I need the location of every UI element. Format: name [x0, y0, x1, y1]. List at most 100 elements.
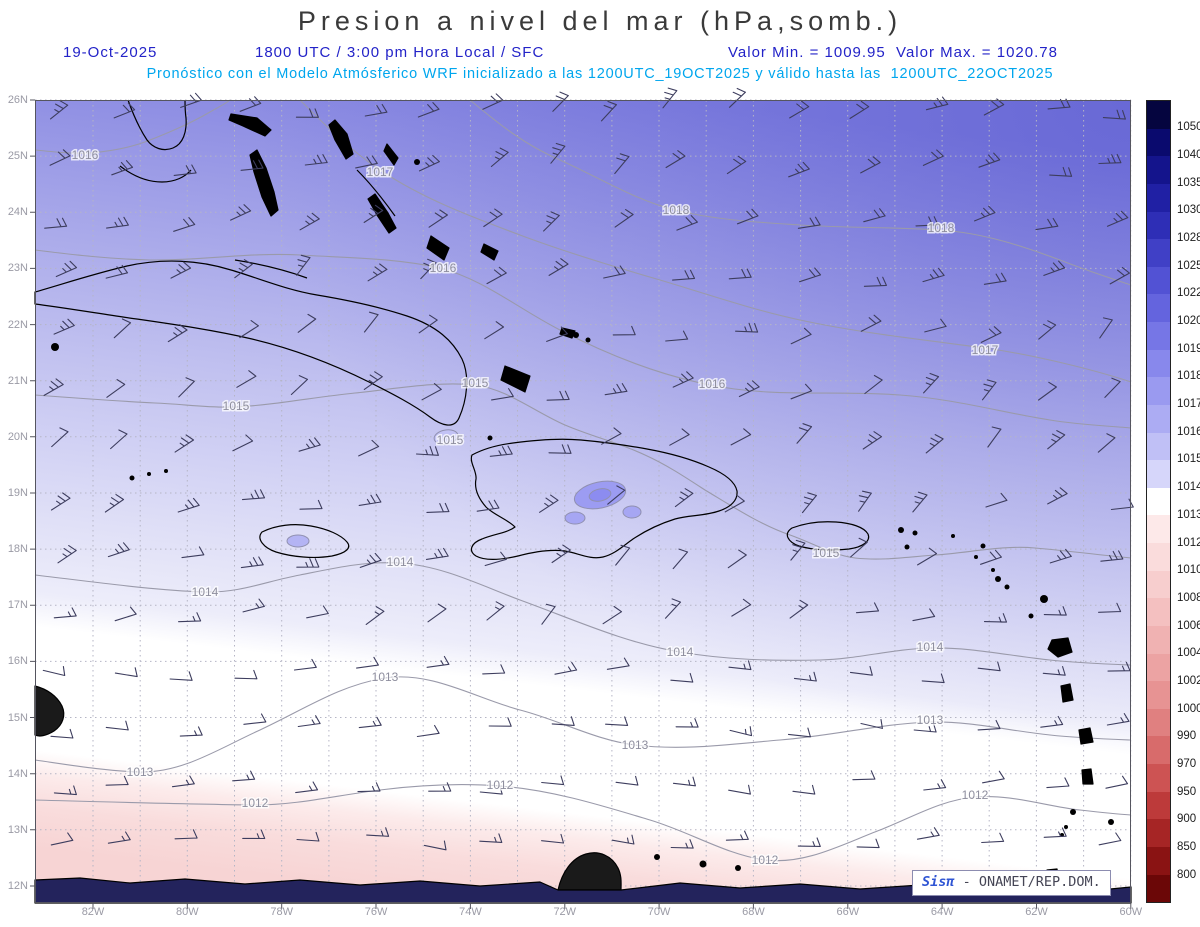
colorbar-swatch [1147, 625, 1170, 654]
colorbar-label: 1016 [1177, 425, 1200, 438]
colorbar-label: 850 [1177, 841, 1197, 854]
isobar-label: 1013 [127, 765, 154, 779]
colorbar-label: 970 [1177, 758, 1197, 771]
pressure-cell [433, 429, 459, 445]
colorbar-swatch [1147, 819, 1170, 847]
pressure-cell [286, 534, 310, 548]
lat-tick-label: 17N [7, 599, 28, 612]
colorbar-label: 1006 [1177, 619, 1200, 632]
island [1108, 819, 1114, 825]
isobar-label: 1018 [928, 221, 955, 235]
axis-ticks [30, 99, 1132, 909]
isobar-label: 1016 [430, 261, 457, 275]
island [1070, 809, 1076, 815]
colorbar-label: 1019 [1177, 342, 1200, 355]
wind-barbs [42, 87, 1134, 851]
island [735, 865, 741, 871]
colorbar-label: 1012 [1177, 536, 1200, 549]
colorbar-label: 1040 [1177, 148, 1200, 161]
lon-tick-label: 68W [742, 906, 765, 918]
lat-tick-label: 16N [7, 655, 28, 668]
colorbar-swatch [1147, 183, 1170, 212]
lat-tick-label: 14N [7, 767, 28, 780]
time-label: 1800 UTC / 3:00 pm Hora Local / SFC [255, 44, 545, 61]
colorbar-label: 1018 [1177, 370, 1200, 383]
coastline-grand-bahama [228, 113, 272, 137]
isobar-label: 1013 [622, 738, 649, 752]
colorbar-swatch [1147, 681, 1170, 709]
colorbar-swatch [1147, 266, 1170, 295]
isobar-label: 1015 [813, 546, 840, 560]
map-frame [35, 100, 1131, 903]
lat-tick-label: 22N [7, 318, 28, 331]
colorbar-swatch [1147, 598, 1170, 626]
isobar-1014 [34, 562, 1132, 666]
colorbar-swatches [1146, 100, 1171, 903]
island [585, 337, 591, 343]
colorbar-swatch [1147, 460, 1170, 488]
forecast-line: Pronóstico con el Modelo Atmósferico WRF… [146, 66, 1054, 82]
colorbar-label: 1030 [1177, 204, 1200, 217]
island [1064, 825, 1068, 829]
lon-tick-label: 70W [647, 906, 671, 918]
coastline-exuma-chain [356, 169, 396, 217]
lat-tick-label: 12N [7, 879, 28, 892]
colorbar-swatch [1147, 791, 1170, 820]
island [1028, 613, 1034, 619]
isobar-label: 1017 [972, 343, 999, 357]
colorbar-label: 1013 [1177, 508, 1200, 521]
colorbar-swatch [1147, 736, 1170, 764]
coastline-jamaica [259, 524, 350, 558]
isobar-1017 [299, 99, 1132, 383]
colorbar-swatch [1147, 239, 1170, 267]
coastline-eleuthera [328, 119, 354, 160]
lat-tick-label: 25N [7, 150, 28, 163]
lon-tick-label: 62W [1025, 906, 1048, 918]
lat-tick-label: 23N [7, 262, 28, 275]
coastline-crooked-island [426, 235, 450, 261]
colorbar-label: 900 [1177, 813, 1197, 826]
colorbar-swatch [1147, 653, 1170, 682]
island [974, 555, 978, 559]
coastline-puerto-rico [786, 521, 870, 551]
colorbar-swatch [1147, 764, 1170, 792]
coastline-long-island [367, 193, 397, 234]
grid-lines [35, 99, 1132, 903]
island [654, 854, 660, 860]
colorbar-label: 1025 [1177, 259, 1200, 272]
colorbar-swatch [1147, 487, 1170, 516]
island [1040, 595, 1048, 603]
coastline-dominica [1060, 683, 1074, 703]
island [991, 568, 995, 572]
colorbar-label: 1028 [1177, 231, 1200, 244]
longitude-axis: 82W 80W 78W 76W 74W 72W 70W 68W 66W 64W 62W 60W [35, 906, 1142, 922]
isobar-label: 1014 [387, 555, 414, 569]
island [129, 475, 135, 481]
island [414, 159, 420, 165]
colorbar-swatch [1147, 156, 1170, 184]
pressure-cell [588, 488, 612, 502]
colorbar-swatch [1147, 404, 1170, 433]
colorbar-label: 1050 [1177, 121, 1200, 134]
lon-tick-label: 78W [270, 906, 293, 918]
colorbar-swatch [1147, 432, 1170, 461]
watermark-org: - ONAMET/REP.DOM. [954, 874, 1101, 890]
island [951, 534, 955, 538]
colorbar-swatch [1147, 322, 1170, 350]
island [573, 332, 579, 338]
colorbar-label: 1008 [1177, 591, 1200, 604]
island [1004, 584, 1010, 590]
isobar-label: 1014 [667, 645, 694, 659]
colorbar-label: 1002 [1177, 674, 1200, 687]
watermark-brand: Sisπ [922, 874, 955, 890]
colorbar-swatch [1147, 543, 1170, 571]
coastline-st-lucia [1081, 768, 1094, 785]
lon-tick-label: 64W [930, 906, 954, 918]
latitude-axis: 26N 25N 24N 23N 22N 21N 20N 19N 18N 17N 16N 15N 14N 1… [0, 94, 31, 903]
colorbar-label: 1004 [1177, 647, 1200, 660]
isobar-label: 1014 [192, 585, 219, 599]
lon-tick-label: 72W [553, 906, 577, 918]
colorbar-swatch [1147, 515, 1170, 543]
colorbar-swatch [1147, 211, 1170, 240]
